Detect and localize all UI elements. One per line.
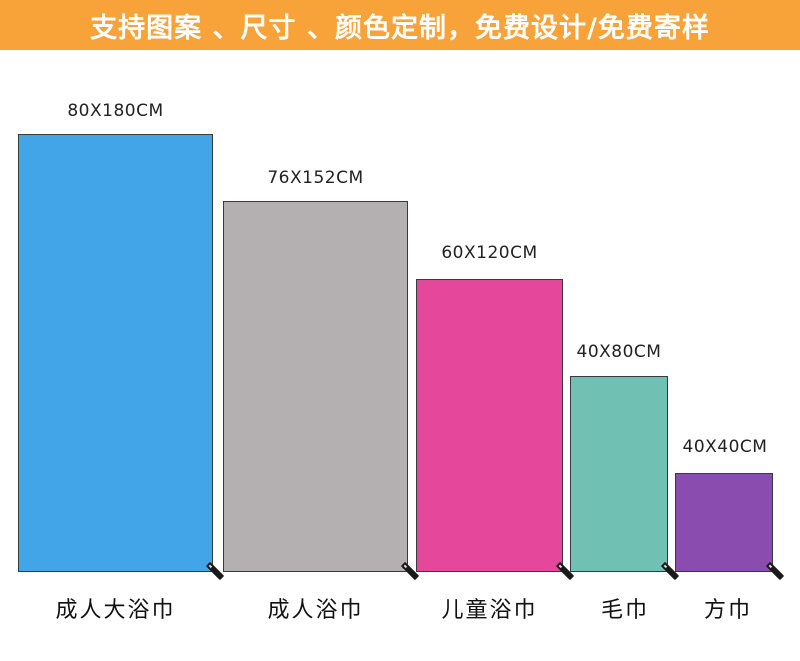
size-label-kids-towel: 60X120CM [441, 243, 538, 263]
towel-adult [223, 201, 408, 572]
size-label-adult-towel: 76X152CM [267, 168, 364, 188]
name-label-adult-towel: 成人浴巾 [267, 598, 364, 623]
size-label-adult-large-towel: 80X180CM [67, 101, 164, 121]
name-label-adult-large-towel: 成人大浴巾 [55, 598, 176, 623]
promo-banner: 支持图案 、尺寸 、颜色定制，免费设计/免费寄样 [0, 0, 800, 50]
size-label-square-towel: 40X40CM [682, 437, 768, 457]
towel-kids [416, 279, 563, 572]
banner-text: 支持图案 、尺寸 、颜色定制，免费设计/免费寄样 [90, 12, 710, 44]
name-label-kids-towel: 儿童浴巾 [441, 598, 538, 623]
name-label-square-towel: 方巾 [703, 598, 752, 623]
towel-square [675, 473, 773, 572]
towel-face [570, 376, 668, 572]
towel-adult-large [18, 134, 213, 572]
size-label-face-towel: 40X80CM [576, 342, 662, 362]
name-label-face-towel: 毛巾 [600, 598, 649, 623]
